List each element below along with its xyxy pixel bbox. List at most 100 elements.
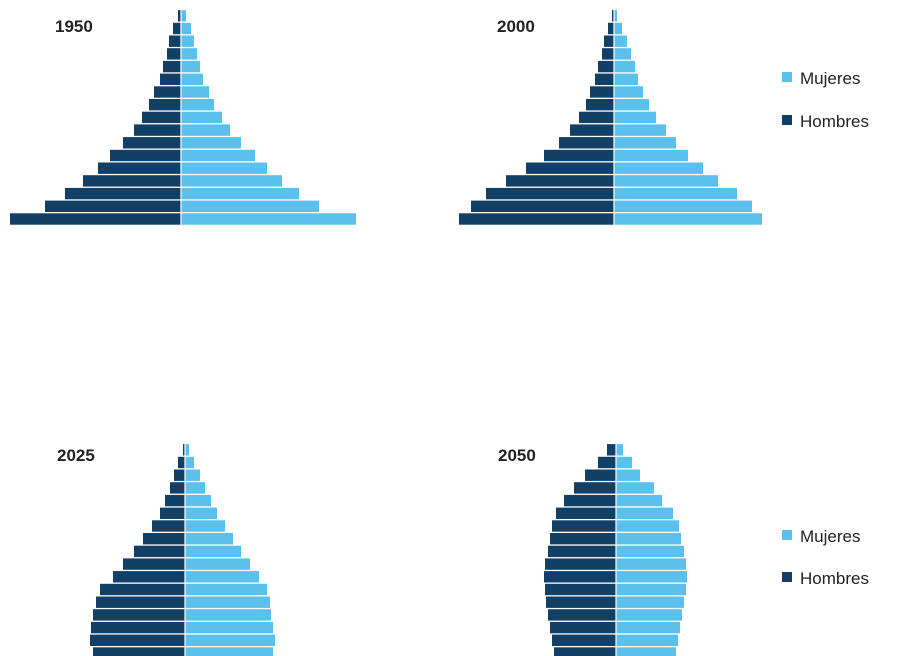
- bar-hombres: [574, 482, 616, 494]
- bar-hombres: [579, 111, 614, 124]
- bar-hombres: [556, 507, 616, 519]
- bar-mujeres: [614, 137, 676, 149]
- bar-mujeres: [185, 558, 250, 570]
- bar-mujeres: [616, 647, 676, 656]
- bar-hombres: [149, 99, 181, 111]
- bar-mujeres: [616, 494, 662, 507]
- legend-label-hombres: Hombres: [800, 112, 869, 131]
- bar-hombres: [154, 86, 181, 98]
- pyramid-2000: [459, 10, 762, 226]
- bar-mujeres: [181, 213, 356, 225]
- bar-hombres: [586, 99, 614, 111]
- bar-hombres: [526, 162, 614, 174]
- bar-mujeres: [185, 647, 273, 656]
- bar-hombres: [173, 22, 181, 35]
- chart-title-1950: 1950: [55, 17, 93, 36]
- bar-mujeres: [185, 520, 225, 532]
- bar-mujeres: [616, 634, 678, 646]
- bar-mujeres: [616, 621, 680, 634]
- bar-mujeres: [614, 35, 627, 47]
- bar-hombres: [590, 86, 614, 98]
- legend-label-hombres: Hombres: [800, 569, 869, 588]
- bar-mujeres: [616, 545, 684, 558]
- bar-mujeres: [614, 86, 643, 98]
- bar-hombres: [550, 621, 616, 634]
- bar-mujeres: [181, 35, 194, 47]
- bar-mujeres: [616, 533, 681, 545]
- bar-hombres: [545, 558, 616, 570]
- bar-hombres: [471, 200, 614, 212]
- bar-hombres: [559, 137, 614, 149]
- bar-mujeres: [614, 175, 718, 187]
- bar-mujeres: [181, 48, 197, 60]
- bar-hombres: [178, 456, 185, 469]
- bar-hombres: [554, 647, 616, 656]
- bar-mujeres: [181, 99, 214, 111]
- bar-mujeres: [181, 200, 319, 212]
- bar-mujeres: [616, 456, 632, 469]
- bar-hombres: [45, 200, 181, 212]
- bar-mujeres: [181, 137, 241, 149]
- bar-mujeres: [181, 73, 203, 85]
- bar-mujeres: [614, 200, 752, 212]
- pyramid-2025: [90, 444, 275, 656]
- bar-mujeres: [185, 583, 267, 596]
- bar-mujeres: [181, 111, 222, 124]
- bar-mujeres: [185, 444, 189, 456]
- bar-mujeres: [614, 48, 631, 60]
- legend-swatch-hombres: [782, 115, 792, 125]
- bar-mujeres: [614, 10, 617, 22]
- bar-hombres: [598, 60, 614, 73]
- bar-mujeres: [181, 149, 255, 162]
- bar-hombres: [174, 469, 185, 481]
- bar-mujeres: [616, 482, 654, 494]
- bar-mujeres: [616, 444, 623, 456]
- bar-mujeres: [614, 73, 638, 85]
- chart-title-2025: 2025: [57, 446, 95, 465]
- legend-swatch-mujeres: [782, 530, 792, 540]
- bar-mujeres: [181, 60, 200, 73]
- bar-hombres: [552, 634, 616, 646]
- bar-hombres: [100, 583, 185, 596]
- legend-swatch-hombres: [782, 572, 792, 582]
- legend-label-mujeres: Mujeres: [800, 69, 860, 88]
- bar-hombres: [123, 558, 185, 570]
- bar-hombres: [160, 507, 185, 519]
- pyramids-group: [10, 10, 762, 656]
- bar-hombres: [548, 609, 616, 621]
- bar-mujeres: [185, 494, 211, 507]
- bar-mujeres: [614, 187, 737, 200]
- bar-mujeres: [185, 634, 275, 646]
- bar-mujeres: [616, 571, 687, 583]
- bar-mujeres: [181, 162, 267, 174]
- bar-mujeres: [614, 124, 666, 136]
- bar-hombres: [134, 545, 185, 558]
- chart-title-2000: 2000: [497, 17, 535, 36]
- pyramid-2050: [544, 444, 687, 656]
- bar-hombres: [93, 647, 185, 656]
- chart-title-2050: 2050: [498, 446, 536, 465]
- bar-hombres: [163, 60, 181, 73]
- bar-hombres: [570, 124, 614, 136]
- bar-hombres: [459, 213, 614, 225]
- bar-mujeres: [185, 621, 273, 634]
- bar-hombres: [552, 520, 616, 532]
- bar-hombres: [160, 73, 181, 85]
- bar-hombres: [544, 149, 614, 162]
- chart-titles: 1950 2000 2025 2050: [55, 17, 536, 465]
- bar-hombres: [93, 609, 185, 621]
- bar-hombres: [544, 571, 616, 583]
- bar-hombres: [608, 22, 614, 35]
- bar-mujeres: [616, 609, 682, 621]
- bar-mujeres: [614, 213, 762, 225]
- bar-mujeres: [616, 520, 679, 532]
- bar-mujeres: [185, 533, 233, 545]
- bar-hombres: [550, 533, 616, 545]
- bar-hombres: [602, 48, 614, 60]
- bar-mujeres: [614, 162, 703, 174]
- bar-hombres: [598, 456, 616, 469]
- bar-mujeres: [616, 596, 684, 608]
- bar-hombres: [178, 10, 181, 22]
- pyramid-1950: [10, 10, 356, 226]
